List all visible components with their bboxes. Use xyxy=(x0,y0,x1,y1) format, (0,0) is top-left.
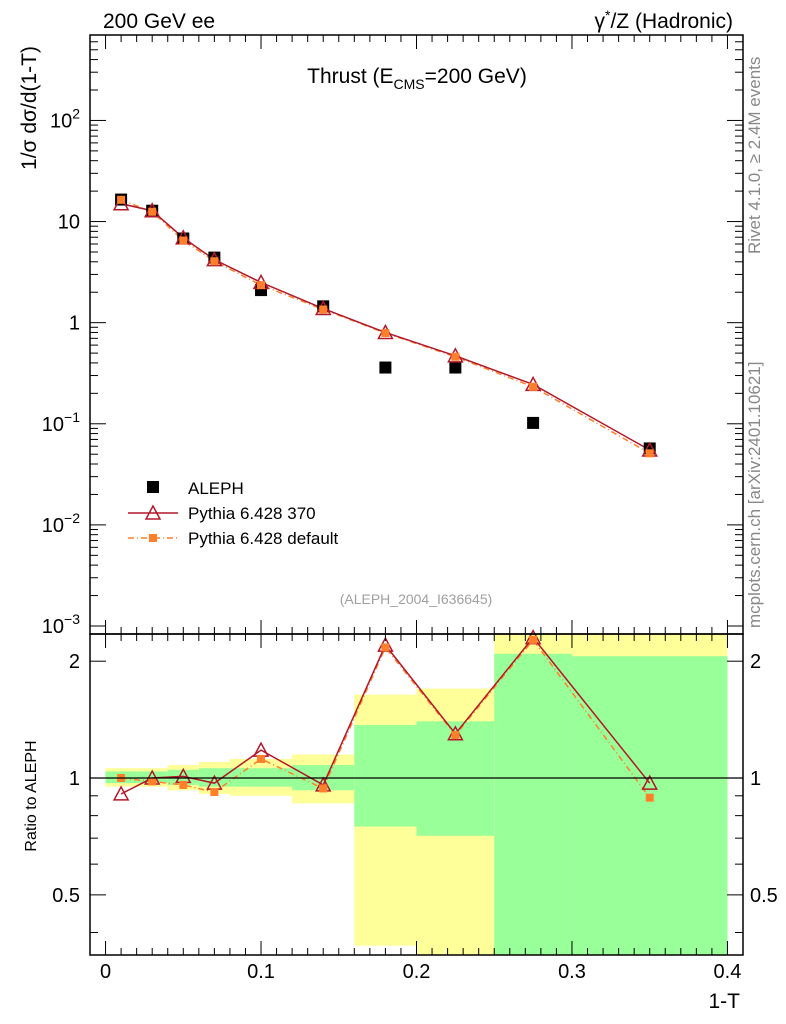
ratio-uncertainty-bands xyxy=(105,634,728,955)
pythia-default-line xyxy=(120,199,651,454)
legend-pythia370-label: Pythia 6.428 370 xyxy=(188,504,316,523)
pythia-default-point xyxy=(210,257,219,266)
pythia-default-point xyxy=(117,195,126,204)
pythia-default-point xyxy=(381,329,390,338)
ratio-pythia-default-point xyxy=(210,788,219,797)
ratio-y-tick-label-right: 2 xyxy=(750,651,761,673)
reference-label: (ALEPH_2004_I636645) xyxy=(340,591,493,607)
rivet-version-label: Rivet 4.1.0, ≥ 2.4M events xyxy=(745,57,764,254)
top-y-tick-label: 1 xyxy=(69,313,80,335)
pythia-default-point xyxy=(148,207,157,216)
x-tick-label: 0 xyxy=(100,961,111,983)
ratio-y-tick-label-right: 1 xyxy=(750,768,761,790)
pythia-default-point xyxy=(319,305,328,314)
ratio-pythia370-point xyxy=(112,785,130,801)
pythia-default-point xyxy=(451,352,460,361)
pythia-default-point xyxy=(645,449,654,458)
ratio-pythia-default-point xyxy=(381,643,390,652)
legend-aleph-label: ALEPH xyxy=(188,479,244,498)
ratio-y-tick-label-left: 0.5 xyxy=(52,885,80,907)
ratio-pythia-default-point xyxy=(451,731,460,740)
band-inner-8 xyxy=(494,653,572,955)
top-y-tick-label: 10−2 xyxy=(42,510,80,537)
legend-pythia-default-label: Pythia 6.428 default xyxy=(188,529,339,548)
pythia-default-point xyxy=(257,281,266,290)
ratio-pythia-default-point xyxy=(257,754,266,763)
legend: ALEPH Pythia 6.428 370 Pythia 6.428 defa… xyxy=(128,479,339,548)
axes xyxy=(89,34,744,956)
x-tick-label: 0.1 xyxy=(247,961,275,983)
pythia-default-point xyxy=(179,236,188,245)
legend-aleph-marker xyxy=(147,481,159,493)
band-inner-2 xyxy=(167,769,199,785)
plot-title: Thrust (ECMS=200 GeV) xyxy=(307,65,527,92)
band-inner-6 xyxy=(354,724,417,827)
top-y-axis-label: 1/σ dσ/d(1-T) xyxy=(18,46,41,170)
legend-pythia370-marker xyxy=(144,504,162,520)
aleph-point xyxy=(527,416,540,429)
ratio-pythia-default-point xyxy=(148,777,157,786)
tick-labels: 0 0.1 0.2 0.3 0.4 10−3 10−2 10−1 1 10 102 0.5 0.5 1 1 2… xyxy=(42,105,778,983)
ratio-y-tick-label-left: 2 xyxy=(69,651,80,673)
aleph-point xyxy=(379,361,392,374)
pythia370-line xyxy=(120,203,651,451)
ratio-panel-marks xyxy=(112,629,658,802)
mcplots-label: mcplots.cern.ch [arXiv:2401.10621] xyxy=(745,362,764,628)
ratio-y-tick-label-left: 1 xyxy=(69,768,80,790)
legend-pythia-default-marker xyxy=(149,534,157,542)
ratio-pythia-default-point xyxy=(645,793,654,802)
ratio-y-axis-label: Ratio to ALEPH xyxy=(23,740,40,851)
pythia-default-point xyxy=(529,382,538,391)
band-inner-9 xyxy=(571,656,728,955)
ratio-pythia-default-point xyxy=(529,635,538,644)
ratio-pythia-default-line xyxy=(121,638,651,799)
top-panel-marks xyxy=(112,193,658,458)
top-y-tick-label: 10−3 xyxy=(42,611,80,638)
top-y-tick-label: 10 xyxy=(58,212,80,234)
x-tick-label: 0.4 xyxy=(714,961,742,983)
ratio-pythia370-point xyxy=(641,774,658,790)
x-tick-label: 0.2 xyxy=(403,961,431,983)
aleph-point xyxy=(449,361,462,374)
top-y-tick-label: 102 xyxy=(50,105,80,132)
ratio-y-tick-label-right: 0.5 xyxy=(750,885,778,907)
top-y-tick-label: 10−1 xyxy=(42,409,80,436)
ratio-pythia-default-point xyxy=(179,780,188,789)
x-axis-label: 1-T xyxy=(709,990,741,1013)
x-tick-label: 0.3 xyxy=(558,961,586,983)
header-left: 200 GeV ee xyxy=(103,10,215,33)
ratio-pythia-default-point xyxy=(319,784,328,793)
ratio-pythia370-line xyxy=(120,636,651,795)
header-right: γ*/Z (Hadronic) xyxy=(595,7,733,33)
